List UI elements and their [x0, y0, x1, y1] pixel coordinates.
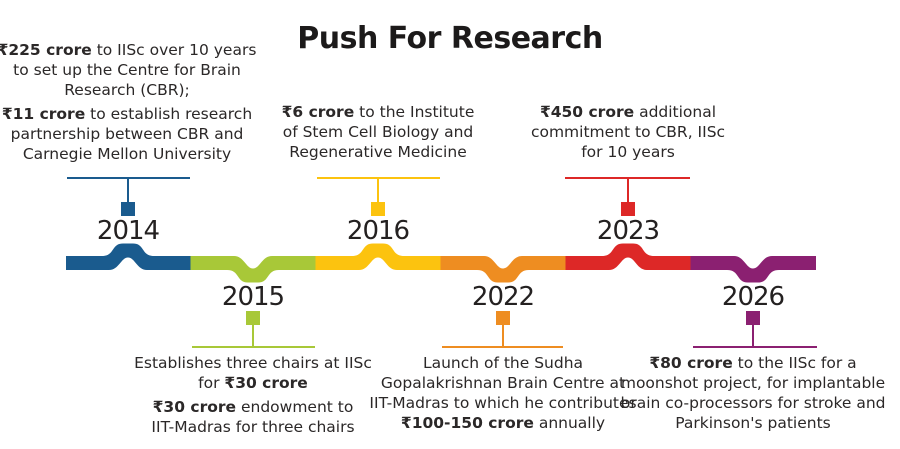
year-label-2023: 2023: [596, 216, 660, 246]
timeline-segment-2023: [565, 243, 691, 270]
note-block-2026: ₹80 crore to the IISc for a moonshot pro…: [603, 353, 900, 433]
page-title: Push For Research: [297, 21, 603, 56]
connector-2015: [192, 311, 315, 348]
year-label-2015: 2015: [221, 282, 285, 312]
connector-2022: [442, 311, 563, 348]
connector-2026: [693, 311, 817, 348]
note-block-2023: ₹450 crore additional commitment to CBR,…: [478, 102, 778, 162]
connector-2014: [67, 177, 190, 216]
year-marker-square: [621, 202, 635, 216]
note-text: ₹450 crore additional commitment to CBR,…: [530, 103, 726, 161]
year-marker-square: [746, 311, 760, 325]
tbar-line: [693, 346, 817, 348]
year-label-2026: 2026: [721, 282, 785, 312]
note-text: Establishes three chairs at IISc for ₹30…: [134, 354, 372, 392]
timeline-segment-2016: [315, 243, 441, 270]
year-marker-square: [371, 202, 385, 216]
note-text: ₹11 crore to establish research partners…: [1, 105, 253, 163]
timeline-segment-2015: [190, 256, 316, 283]
tbar-line: [442, 346, 563, 348]
connector-line: [752, 325, 754, 348]
note-block-2014: ₹225 crore to IISc over 10 years to set …: [0, 40, 277, 164]
note-block-2016: ₹6 crore to the Institute of Stem Cell B…: [228, 102, 528, 162]
timeline-segment-2026: [690, 256, 816, 283]
note-text: ₹6 crore to the Institute of Stem Cell B…: [281, 103, 475, 161]
connector-2016: [317, 177, 440, 216]
timeline-segment-2022: [440, 256, 566, 283]
note-text: Launch of the Sudha Gopalakrishnan Brain…: [369, 354, 637, 432]
note-block-2022: Launch of the Sudha Gopalakrishnan Brain…: [353, 353, 653, 433]
connector-line: [502, 325, 504, 348]
note-block-2015: Establishes three chairs at IISc for ₹30…: [103, 353, 403, 437]
tbar-line: [192, 346, 315, 348]
year-marker-square: [246, 311, 260, 325]
note-text: ₹30 crore endowment to IIT-Madras for th…: [151, 398, 355, 436]
note-text: ₹225 crore to IISc over 10 years to set …: [0, 41, 257, 99]
connector-line: [627, 177, 629, 204]
year-marker-square: [496, 311, 510, 325]
year-label-2014: 2014: [96, 216, 160, 246]
note-text: ₹80 crore to the IISc for a moonshot pro…: [620, 354, 886, 432]
year-label-2016: 2016: [346, 216, 410, 246]
connector-2023: [565, 177, 690, 216]
connector-line: [127, 177, 129, 204]
connector-line: [252, 325, 254, 348]
connector-line: [377, 177, 379, 204]
year-marker-square: [121, 202, 135, 216]
timeline-segment-2014: [66, 243, 191, 270]
year-label-2022: 2022: [471, 282, 535, 312]
